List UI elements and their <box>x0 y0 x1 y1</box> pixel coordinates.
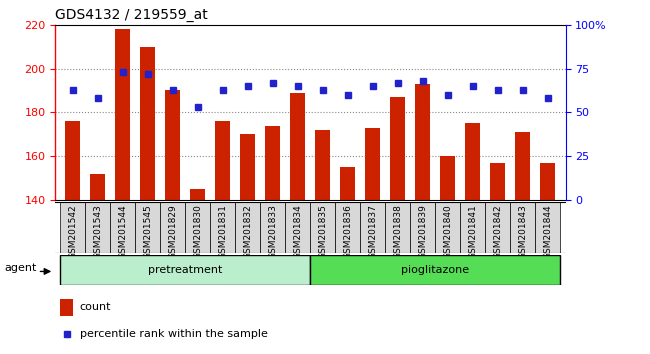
Bar <box>90 174 105 200</box>
Bar <box>140 47 155 200</box>
Text: GSM201835: GSM201835 <box>318 204 328 259</box>
Bar <box>341 167 356 200</box>
Bar <box>215 121 230 200</box>
Text: GSM201839: GSM201839 <box>419 204 428 259</box>
Bar <box>410 202 436 253</box>
Bar <box>510 202 536 253</box>
Text: GSM201843: GSM201843 <box>519 204 528 259</box>
Bar <box>115 29 130 200</box>
Bar <box>465 123 480 200</box>
Bar <box>315 130 330 200</box>
Bar <box>385 202 410 253</box>
Text: GSM201545: GSM201545 <box>143 204 152 259</box>
Bar <box>60 299 73 316</box>
Bar <box>360 202 385 253</box>
Text: count: count <box>80 302 111 312</box>
Text: GSM201842: GSM201842 <box>493 204 502 259</box>
Text: percentile rank within the sample: percentile rank within the sample <box>80 330 268 339</box>
Text: GSM201833: GSM201833 <box>268 204 278 259</box>
Bar <box>285 202 311 253</box>
Bar <box>311 202 335 253</box>
Text: GSM201836: GSM201836 <box>343 204 352 259</box>
Bar <box>165 91 180 200</box>
Text: GDS4132 / 219559_at: GDS4132 / 219559_at <box>55 8 208 22</box>
Text: GSM201832: GSM201832 <box>243 204 252 259</box>
Text: GSM201838: GSM201838 <box>393 204 402 259</box>
Bar <box>261 202 285 253</box>
Text: GSM201844: GSM201844 <box>543 204 552 259</box>
Bar <box>415 84 430 200</box>
Bar <box>135 202 161 253</box>
Bar <box>161 202 185 253</box>
Bar <box>486 202 510 253</box>
Text: GSM201543: GSM201543 <box>93 204 102 259</box>
Bar <box>265 126 280 200</box>
Bar <box>441 156 456 200</box>
Text: GSM201834: GSM201834 <box>293 204 302 259</box>
Text: GSM201830: GSM201830 <box>193 204 202 259</box>
Text: GSM201544: GSM201544 <box>118 204 127 259</box>
Bar <box>541 163 556 200</box>
Bar <box>391 97 406 200</box>
Bar <box>111 202 135 253</box>
Bar <box>60 202 85 253</box>
Bar <box>491 163 506 200</box>
Bar <box>536 202 560 253</box>
Bar <box>291 93 306 200</box>
Bar <box>515 132 530 200</box>
Bar <box>240 134 255 200</box>
Bar <box>365 128 380 200</box>
Bar <box>235 202 261 253</box>
Text: GSM201840: GSM201840 <box>443 204 452 259</box>
Bar <box>185 202 211 253</box>
Text: GSM201841: GSM201841 <box>469 204 478 259</box>
Bar <box>335 202 360 253</box>
Bar <box>311 255 560 285</box>
Text: GSM201542: GSM201542 <box>68 204 77 259</box>
Bar <box>65 121 80 200</box>
Bar <box>60 255 311 285</box>
Text: GSM201829: GSM201829 <box>168 204 177 259</box>
Bar <box>85 202 111 253</box>
Bar <box>211 202 235 253</box>
Text: pioglitazone: pioglitazone <box>401 265 469 275</box>
Bar <box>190 189 205 200</box>
Bar <box>460 202 486 253</box>
Text: agent: agent <box>5 263 37 273</box>
Text: pretreatment: pretreatment <box>148 265 222 275</box>
Bar <box>436 202 460 253</box>
Text: GSM201831: GSM201831 <box>218 204 227 259</box>
Text: GSM201837: GSM201837 <box>369 204 378 259</box>
